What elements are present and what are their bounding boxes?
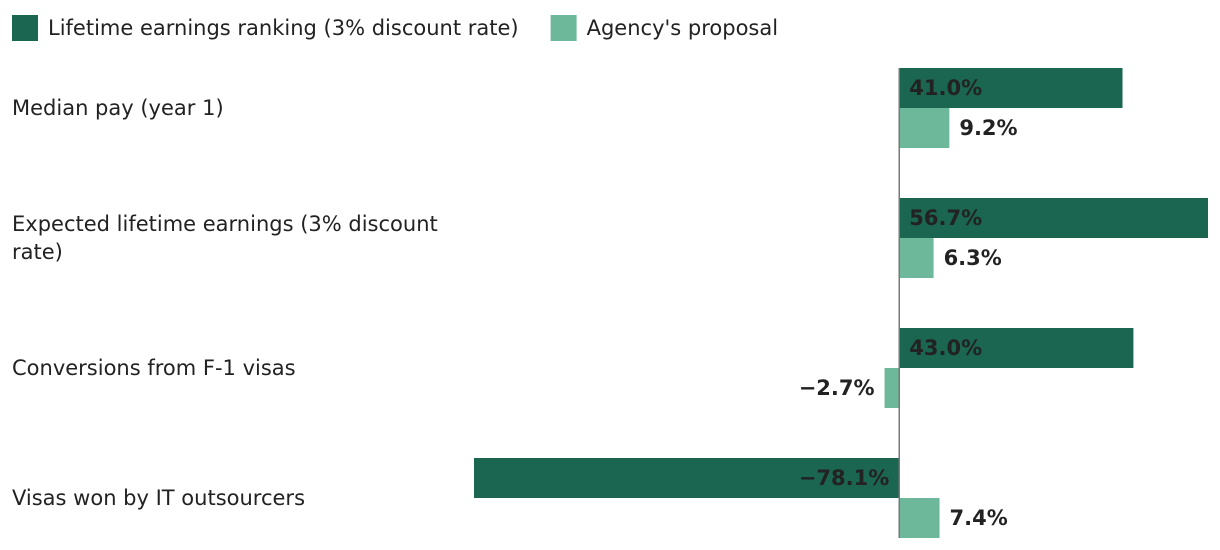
bar [899,108,950,148]
legend-swatch [550,15,577,41]
value-label: 9.2% [959,116,1017,140]
bar [899,68,1123,108]
bar [899,498,940,538]
category-label: Median pay (year 1) [12,96,224,120]
value-label: −78.1% [799,466,889,490]
bar [899,238,934,278]
category-label: Expected lifetime earnings (3% discount … [12,212,438,264]
legend-swatch [12,15,38,41]
value-label: 6.3% [944,246,1002,270]
value-label: −2.7% [799,376,875,400]
value-label: 7.4% [950,506,1008,530]
bar [899,198,1208,238]
bar [474,458,900,498]
bar [899,328,1134,368]
bar [884,368,900,408]
value-label: 41.0% [909,76,982,100]
value-label: 43.0% [909,336,982,360]
category-label: Conversions from F-1 visas [12,356,296,380]
category-label: Visas won by IT outsourcers [12,486,306,510]
legend-label: Agency's proposal [587,16,778,40]
legend-label: Lifetime earnings ranking (3% discount r… [48,16,519,40]
value-label: 56.7% [909,206,982,230]
